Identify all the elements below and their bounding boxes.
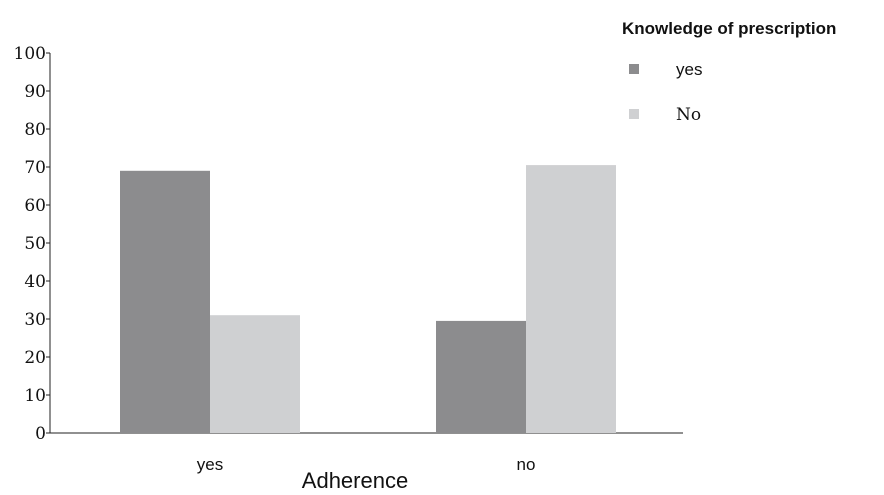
bar-yes-yes — [120, 170, 210, 434]
legend-swatch-yes — [629, 64, 639, 74]
x-tick-label: no — [517, 455, 536, 474]
axes: 0 10 20 30 40 50 60 70 80 90 100 — [14, 44, 683, 444]
bar-yes-no — [436, 320, 526, 433]
bar-no-no — [526, 165, 616, 433]
y-tick-label: 10 — [24, 386, 46, 406]
y-tick-label: 90 — [24, 82, 46, 102]
legend-title: Knowledge of prescription — [622, 19, 836, 38]
y-tick-label: 20 — [24, 348, 46, 368]
x-tick-label: yes — [197, 455, 223, 474]
bar-no-yes — [210, 315, 300, 433]
legend-swatch-no — [629, 109, 639, 119]
bars — [120, 165, 616, 434]
legend: Knowledge of prescription yes No — [622, 19, 836, 125]
y-tick-label: 80 — [24, 120, 46, 140]
y-tick-label: 70 — [24, 158, 46, 178]
x-axis-title: Adherence — [302, 468, 408, 490]
y-tick-label: 40 — [24, 272, 46, 292]
y-tick-label: 100 — [14, 44, 46, 64]
y-tick-label: 50 — [24, 234, 46, 254]
axis-labels: yes no Adherence — [197, 455, 536, 493]
legend-label: yes — [676, 60, 702, 79]
y-tick-label: 30 — [24, 310, 46, 330]
y-tick-label: 60 — [24, 196, 46, 216]
legend-label: No — [676, 105, 701, 125]
y-tick-label: 0 — [35, 424, 46, 444]
